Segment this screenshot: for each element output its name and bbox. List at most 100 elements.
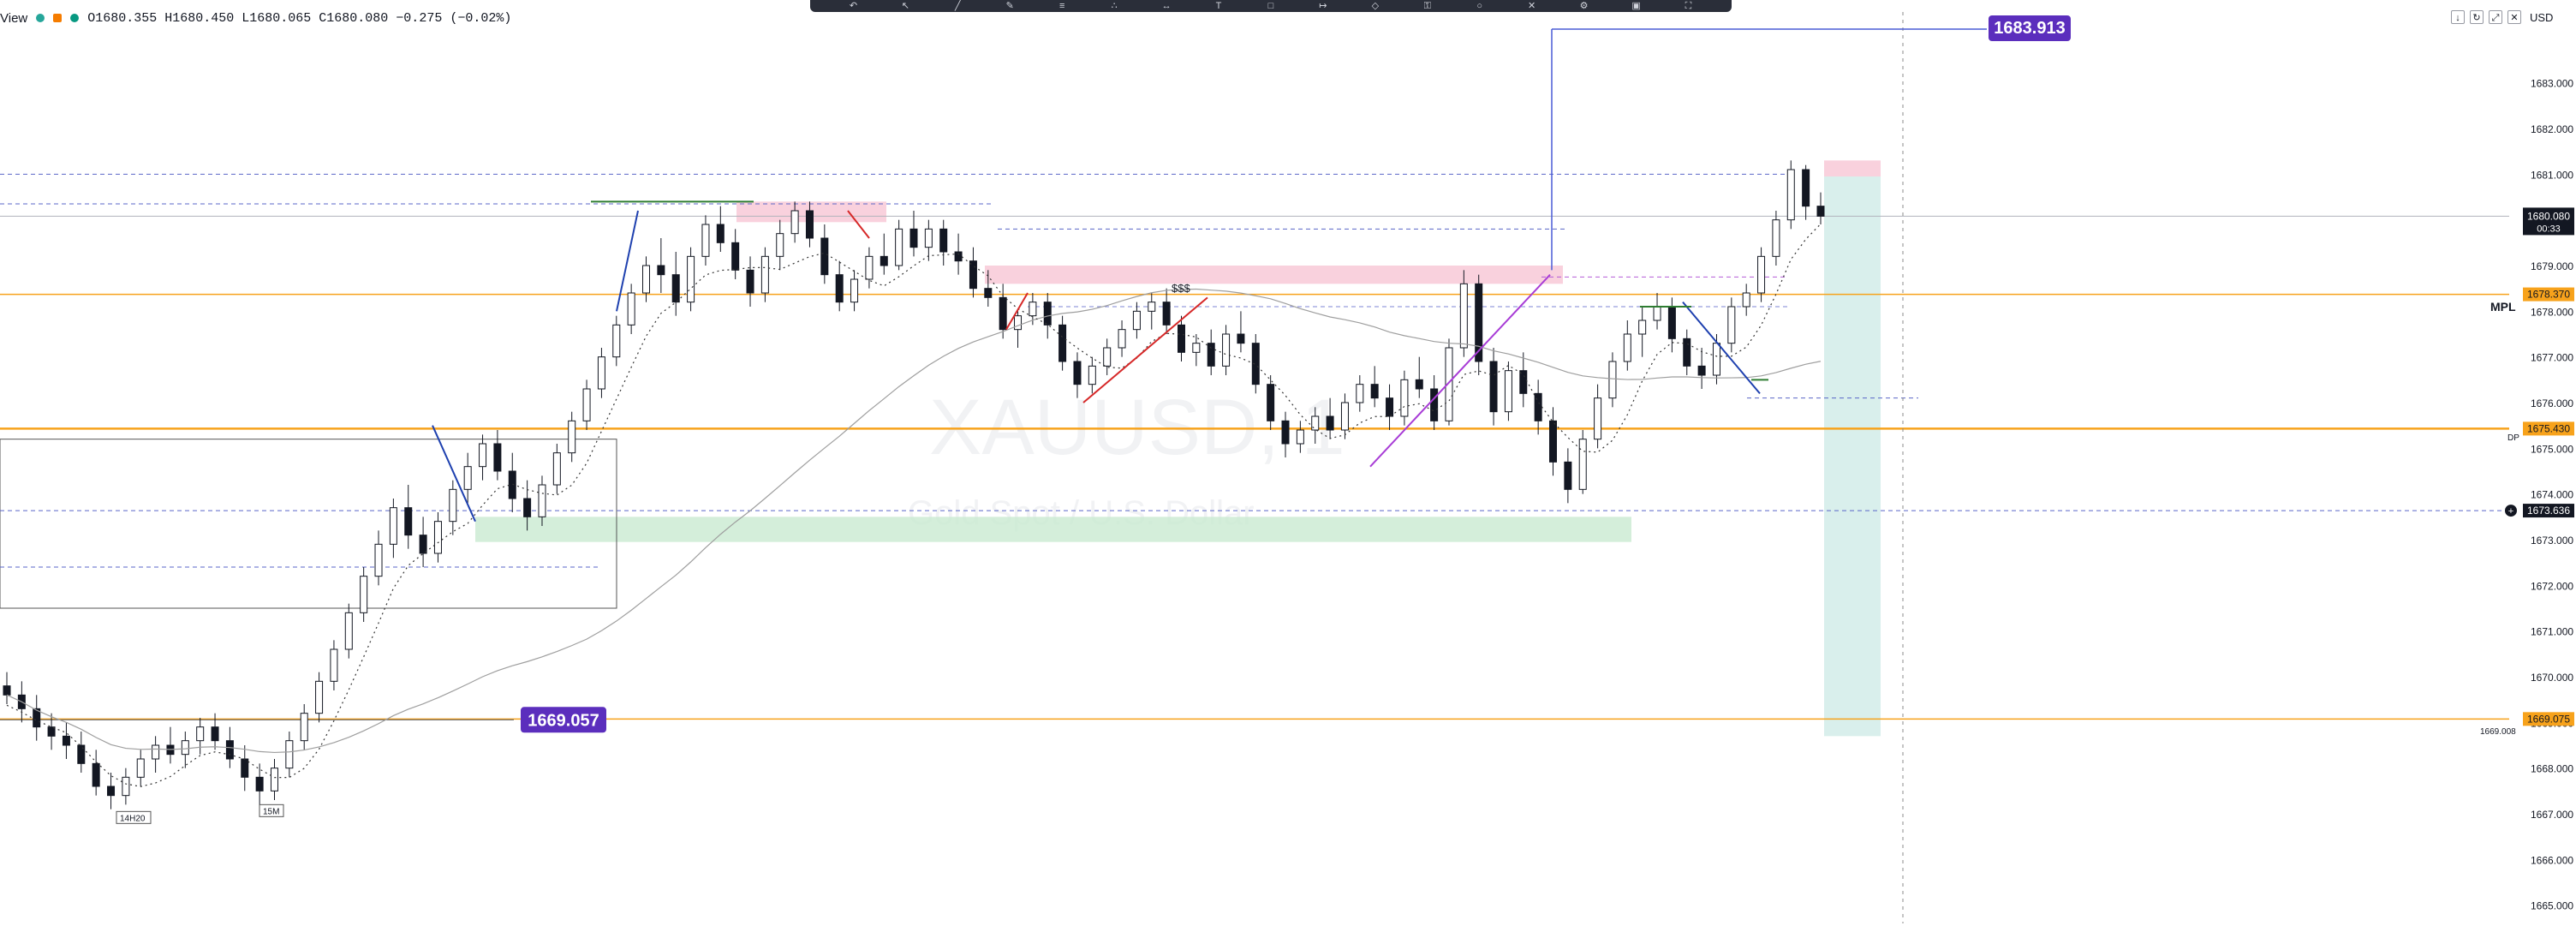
candle-body	[835, 274, 844, 303]
y-tick-label: 1671.000	[2531, 626, 2573, 638]
candle-body	[433, 521, 442, 554]
undo-icon[interactable]: ↶	[849, 1, 858, 11]
candle-body	[776, 233, 784, 257]
candle-body	[1608, 361, 1617, 399]
candle-body	[404, 507, 413, 536]
candle-body	[1356, 384, 1364, 403]
candle-body	[107, 786, 116, 797]
trash-icon[interactable]: ✕	[1528, 1, 1536, 11]
demand-zone	[475, 517, 1631, 542]
candle-body	[1594, 397, 1602, 440]
ohlc-readout: O1680.355 H1680.450 L1680.065 C1680.080 …	[87, 10, 512, 26]
candle-body	[568, 420, 576, 454]
candle-body	[463, 466, 472, 490]
y-tick-label: 1679.000	[2531, 260, 2573, 272]
candle-body	[1727, 306, 1736, 344]
candle-body	[62, 735, 70, 746]
candle-body	[939, 228, 948, 253]
y-tick-label: 1665.000	[2531, 900, 2573, 912]
text-icon[interactable]: T	[1215, 1, 1222, 11]
status-dot-icon	[36, 14, 45, 22]
ohlc-header: View O1680.355 H1680.450 L1680.065 C1680…	[0, 9, 511, 27]
expand-button[interactable]: ⤢	[2489, 10, 2502, 24]
lock-icon[interactable]: ⚿	[1423, 1, 1431, 11]
candle-body	[746, 269, 754, 294]
time-tag-14h20: 14H20	[120, 814, 146, 823]
candle-body	[1073, 361, 1082, 385]
candle-body	[479, 443, 487, 468]
reset-button[interactable]: ↻	[2470, 10, 2484, 24]
price-badge-low-text: 1669.057	[528, 711, 599, 730]
axis-price-tag	[2523, 712, 2574, 726]
currency-label[interactable]: USD	[2530, 10, 2554, 24]
y-tick-label: 1673.000	[2531, 535, 2573, 547]
candle-body	[701, 224, 710, 257]
trend-line-2	[1082, 296, 1208, 403]
candle-body	[612, 324, 621, 358]
fib-icon[interactable]: ≡	[1059, 1, 1065, 11]
candle-body	[805, 210, 814, 239]
ruler-icon[interactable]: ↦	[1319, 1, 1327, 11]
candle-body	[419, 535, 427, 554]
axis-price-tag-text: 1673.636	[2527, 505, 2570, 517]
trend-line-3	[1005, 292, 1029, 331]
current-price-tag	[2523, 207, 2574, 236]
candle-body	[657, 265, 665, 276]
candle-body	[731, 242, 740, 271]
candle-body	[1697, 365, 1706, 376]
live-dot-icon	[70, 14, 80, 22]
y-tick-label: 1678.000	[2531, 306, 2573, 318]
candle-body	[3, 685, 11, 696]
candle-body	[1549, 420, 1558, 463]
target-zone	[1824, 176, 1881, 737]
candle-body	[1207, 343, 1215, 367]
settings-icon[interactable]: ⚙	[1579, 1, 1589, 11]
view-label[interactable]: View	[0, 10, 28, 26]
candle-body	[300, 713, 308, 742]
candle-body	[122, 776, 130, 797]
cursor-icon[interactable]: ↖	[901, 1, 910, 11]
candle-body	[880, 255, 888, 266]
candle-body	[716, 224, 724, 243]
candle-body	[1445, 347, 1453, 421]
add-alert-icon-glyph: +	[2508, 506, 2513, 517]
candle-body	[344, 612, 353, 650]
candle-body	[969, 260, 977, 290]
brush-icon[interactable]: ✎	[1005, 1, 1014, 11]
measure-icon[interactable]: ↔	[1161, 1, 1172, 11]
candle-body	[374, 543, 383, 577]
magnet-icon[interactable]: ◇	[1371, 1, 1380, 11]
trend-line-1	[432, 425, 476, 523]
trend-line-icon[interactable]: ╱	[955, 1, 961, 11]
candle-body	[360, 576, 368, 613]
fullscreen-icon[interactable]: ⛶	[1685, 1, 1692, 11]
axis-price-tag-text: 1675.430	[2527, 422, 2570, 434]
current-price-value: 1680.080	[2527, 210, 2570, 222]
eye-icon[interactable]: ○	[1476, 1, 1483, 11]
candle-body	[954, 251, 963, 262]
y-tick-label: 1676.000	[2531, 397, 2573, 409]
candle-body	[330, 648, 338, 682]
candle-body	[671, 274, 680, 303]
candle-body	[1014, 315, 1023, 331]
axis-price-tag	[2523, 504, 2574, 518]
candle-body	[136, 758, 145, 778]
price-badge-high-text: 1683.913	[1994, 19, 2065, 38]
shape-icon[interactable]: □	[1267, 1, 1274, 11]
dp-label: DP	[2507, 433, 2519, 443]
price-badge-high	[1989, 15, 2071, 41]
candle-body	[1683, 338, 1691, 367]
candle-body	[1802, 169, 1810, 207]
camera-icon[interactable]: ▣	[1631, 1, 1641, 11]
supply-zone-2	[985, 266, 1563, 284]
candle-body	[1816, 206, 1825, 217]
pattern-icon[interactable]: ∴	[1111, 1, 1118, 11]
close-button[interactable]: ✕	[2507, 10, 2521, 24]
candle-body	[642, 265, 651, 294]
scroll-down-button[interactable]: ↓	[2451, 10, 2465, 24]
candle-body	[523, 498, 532, 517]
axis-price-tag-text: 1669.075	[2527, 713, 2570, 725]
candle-body	[1578, 439, 1587, 490]
y-tick-label: 1667.000	[2531, 809, 2573, 821]
